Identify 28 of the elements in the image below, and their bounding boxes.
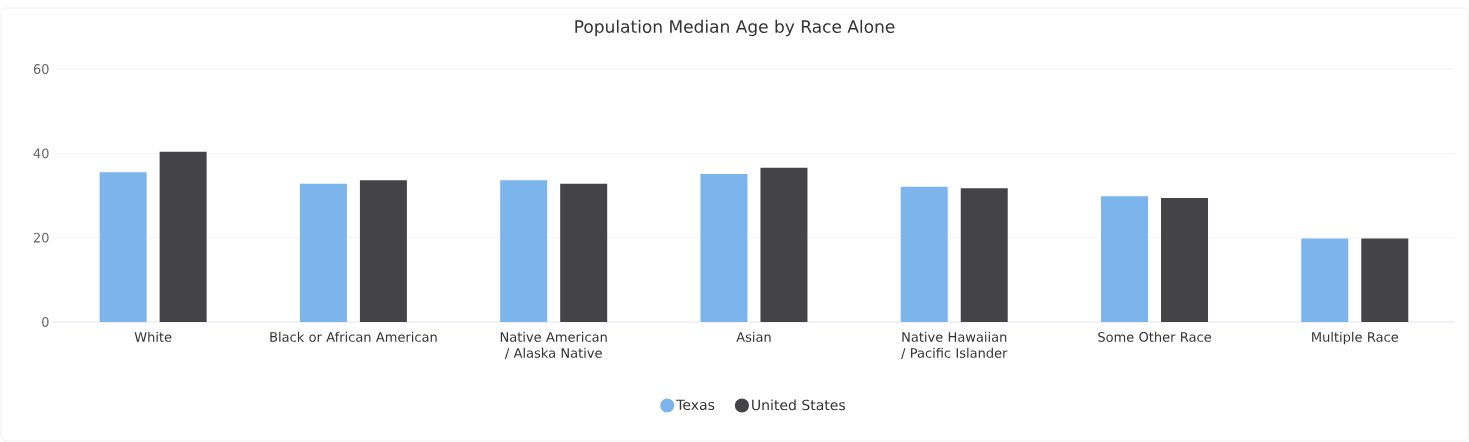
x-tick-label: Black or African American xyxy=(270,331,437,342)
x-tick-label: Multiple Race xyxy=(1312,331,1399,345)
bar xyxy=(1361,238,1409,322)
legend-label: Texas xyxy=(676,399,715,411)
bar xyxy=(500,180,548,322)
bar xyxy=(560,183,608,322)
chart-title: Population Median Age by Race Alone xyxy=(575,19,895,37)
legend-label: United States xyxy=(752,399,846,411)
x-tick-label: White xyxy=(134,331,172,342)
bar xyxy=(900,186,948,322)
y-tick-label: 20 xyxy=(33,232,49,243)
bar xyxy=(359,180,407,322)
bar xyxy=(1161,198,1209,322)
bar xyxy=(700,173,748,322)
bar xyxy=(760,167,808,322)
bar xyxy=(960,188,1008,322)
bar xyxy=(99,172,147,322)
x-tick-label: Native American / Alaska Native xyxy=(500,331,607,359)
y-tick-label: 60 xyxy=(33,64,49,74)
bar xyxy=(1101,196,1149,322)
y-tick-label: 0 xyxy=(42,317,49,327)
y-tick-label: 40 xyxy=(33,148,49,159)
x-tick-label: Native Hawaiian / Pacific Islander xyxy=(901,331,1008,359)
bar xyxy=(1301,238,1349,322)
x-tick-label: Asian xyxy=(736,331,771,342)
bar xyxy=(299,183,347,322)
x-tick-label: Some Other Race xyxy=(1098,331,1211,342)
bar xyxy=(159,151,207,322)
